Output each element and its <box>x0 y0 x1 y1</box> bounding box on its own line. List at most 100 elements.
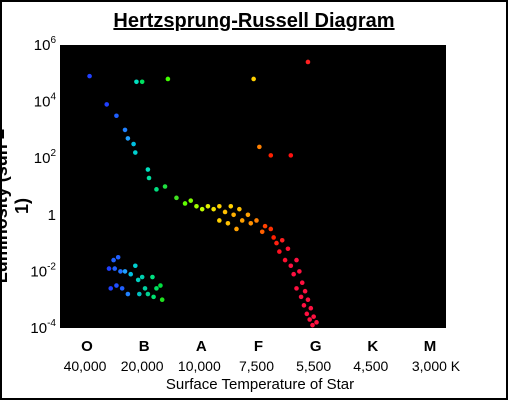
star-point <box>301 303 307 308</box>
star-point <box>225 220 231 226</box>
star-point <box>122 127 128 133</box>
star-point <box>146 175 152 181</box>
star-point <box>145 167 151 172</box>
star-point <box>231 212 236 218</box>
temperature-tick-label: 10,000 <box>178 358 221 374</box>
star-point <box>288 153 294 158</box>
star-point <box>288 263 294 269</box>
y-tick-label: 104 <box>34 92 57 111</box>
star-point <box>199 206 205 212</box>
star-point <box>239 218 245 223</box>
star-point <box>133 263 138 269</box>
star-point <box>285 246 291 252</box>
star-point <box>257 144 262 150</box>
y-tick-label: 1 <box>48 207 56 224</box>
star-point <box>268 153 274 158</box>
star-point <box>302 288 308 294</box>
star-point <box>139 274 145 280</box>
temperature-tick-label: 4,500 <box>353 358 388 374</box>
star-point <box>158 283 163 288</box>
star-point <box>299 280 305 286</box>
star-point <box>294 257 299 263</box>
star-point <box>154 187 159 192</box>
x-axis-label: Surface Temperature of Star <box>165 376 355 393</box>
star-point <box>114 283 119 288</box>
star-point <box>118 269 123 274</box>
temperature-tick-label: 5,500 <box>296 358 331 374</box>
star-point <box>182 201 188 206</box>
star-point <box>150 274 155 280</box>
star-point <box>125 291 131 297</box>
star-point <box>297 269 302 274</box>
chart-title: Hertzsprung-Russell Diagram <box>113 10 395 32</box>
star-point <box>162 184 168 189</box>
star-point <box>304 311 310 317</box>
y-tick-label: 102 <box>34 148 57 167</box>
star-point <box>131 141 136 147</box>
temperature-tick-label: 20,000 <box>121 358 164 374</box>
star-point <box>274 240 279 246</box>
star-point <box>135 277 141 283</box>
star-point <box>305 297 311 303</box>
star-point <box>87 73 92 79</box>
spectral-class-label: B <box>139 338 150 355</box>
star-point <box>106 266 112 271</box>
spectral-class-label: G <box>310 338 322 355</box>
star-point <box>305 59 311 65</box>
temperature-tick-label: 7,500 <box>239 358 274 374</box>
spectral-class-label: A <box>196 338 207 355</box>
star-point <box>245 212 251 218</box>
star-point <box>217 218 222 223</box>
star-point <box>217 204 222 209</box>
star-point <box>211 206 216 212</box>
star-point <box>142 286 148 291</box>
star-point <box>108 286 114 291</box>
star-point <box>174 195 179 201</box>
y-tick-label: 10-2 <box>30 261 56 280</box>
plot-background <box>60 45 446 328</box>
star-point <box>134 79 139 85</box>
star-point <box>139 79 145 85</box>
spectral-class-label: O <box>81 338 93 355</box>
star-point <box>234 226 239 232</box>
y-tick-label: 10-4 <box>30 318 56 337</box>
star-point <box>222 209 228 215</box>
star-point <box>194 204 199 209</box>
star-point <box>291 271 296 277</box>
star-point <box>311 314 316 319</box>
star-point <box>112 266 118 271</box>
star-point <box>279 237 285 243</box>
star-point <box>159 297 165 303</box>
star-point <box>114 113 119 119</box>
star-point <box>298 294 304 300</box>
star-point <box>165 76 171 82</box>
star-point <box>188 198 194 203</box>
star-point <box>133 150 138 155</box>
temperature-tick-label: 40,000 <box>64 358 107 374</box>
star-point <box>128 271 134 277</box>
star-point <box>310 322 315 328</box>
star-point <box>254 218 259 223</box>
star-point <box>125 136 131 141</box>
star-point <box>248 220 254 226</box>
temperature-tick-label: 3,000 K <box>412 358 461 374</box>
star-point <box>259 229 265 235</box>
star-point <box>282 257 288 263</box>
star-point <box>237 206 242 212</box>
star-point <box>119 286 125 291</box>
star-point <box>262 223 268 229</box>
y-tick-label: 106 <box>34 35 57 54</box>
spectral-class-label: F <box>254 338 263 355</box>
spectral-class-label: K <box>367 338 378 355</box>
star-point <box>154 286 159 291</box>
star-point <box>111 257 116 263</box>
star-point <box>137 291 142 297</box>
star-point <box>104 102 110 107</box>
star-point <box>271 235 276 240</box>
star-point <box>228 204 234 209</box>
star-point <box>115 254 121 260</box>
star-point <box>307 317 312 322</box>
star-point <box>277 249 282 254</box>
star-point <box>122 269 128 274</box>
